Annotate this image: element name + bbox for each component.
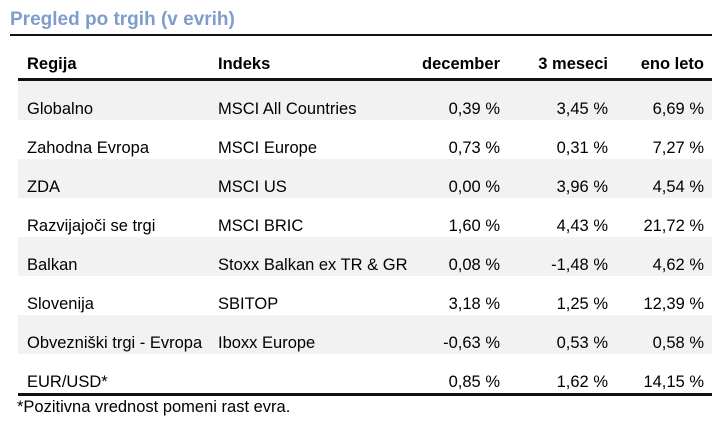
cell-december: -0,63 % (418, 315, 508, 354)
cell-index: SBITOP (218, 295, 279, 313)
cell-index: MSCI US (218, 159, 418, 198)
cell-three-months: 0,31 % (556, 139, 608, 157)
market-table: Regija Indeks december 3 meseci eno leto… (18, 50, 712, 396)
cell-region: Razvijajoči se trgi (27, 217, 156, 235)
cell-three-months: 0,53 % (508, 315, 616, 354)
cell-december: 0,00 % (418, 159, 508, 198)
header-indeks: Indeks (218, 50, 418, 81)
cell-index: MSCI Europe (218, 139, 318, 157)
cell-three-months: -1,48 % (508, 237, 616, 276)
cell-one-year: 4,54 % (616, 159, 712, 198)
table-row: Globalno MSCI All Countries 0,39 % 3,45 % 6,… (18, 79, 712, 120)
cell-one-year: 12,39 % (643, 295, 704, 313)
cell-region: Obvezniški trgi - Evropa (18, 315, 218, 354)
cell-december: 0,08 % (418, 237, 508, 276)
header-eno-leto: eno leto (616, 50, 712, 81)
cell-three-months: 1,62 % (556, 373, 608, 391)
cell-region: ZDA (18, 159, 218, 198)
cell-three-months: 3,45 % (508, 79, 616, 120)
cell-region: Slovenija (27, 295, 94, 313)
footnote: *Pozitivna vrednost pomeni rast evra. (17, 398, 291, 416)
cell-index (218, 354, 418, 395)
table-row: Obvezniški trgi - Evropa Iboxx Europe -0,6… (18, 315, 712, 354)
cell-december: 0,85 % (448, 373, 500, 391)
table-row: Zahodna Evropa MSCI Europe 0,73 % 0,31 % 7,2… (18, 120, 712, 159)
cell-three-months: 4,43 % (556, 217, 608, 235)
cell-index: Iboxx Europe (218, 315, 418, 354)
table-row: EUR/USD* 0,85 % 1,62 % 14,15 % (18, 354, 712, 395)
cell-december: 0,73 % (448, 139, 500, 157)
cell-index: MSCI BRIC (218, 217, 304, 235)
table-row: Slovenija SBITOP 3,18 % 1,25 % 12,39 % (18, 276, 712, 315)
cell-region: EUR/USD* (27, 373, 108, 391)
cell-three-months: 1,25 % (556, 295, 608, 313)
cell-december: 1,60 % (448, 217, 500, 235)
cell-one-year: 0,58 % (616, 315, 712, 354)
cell-region: Zahodna Evropa (27, 139, 150, 157)
table-row: ZDA MSCI US 0,00 % 3,96 % 4,54 % (18, 159, 712, 198)
table-header: Regija Indeks december 3 meseci eno leto (18, 50, 712, 81)
cell-one-year: 4,62 % (616, 237, 712, 276)
header-regija: Regija (18, 50, 218, 81)
cell-december: 0,39 % (418, 79, 508, 120)
cell-one-year: 7,27 % (652, 139, 704, 157)
cell-three-months: 3,96 % (508, 159, 616, 198)
cell-index: Stoxx Balkan ex TR & GR (218, 237, 418, 276)
page-title: Pregled po trgih (v evrih) (10, 8, 712, 36)
cell-one-year: 21,72 % (643, 217, 704, 235)
cell-december: 3,18 % (448, 295, 500, 313)
page-content: Pregled po trgih (v evrih) Regija Indeks… (10, 8, 712, 417)
cell-region: Balkan (18, 237, 218, 276)
table-row: Razvijajoči se trgi MSCI BRIC 1,60 % 4,43 %… (18, 198, 712, 237)
cell-region: Globalno (18, 79, 218, 120)
table-row: Balkan Stoxx Balkan ex TR & GR 0,08 % -1,48… (18, 237, 712, 276)
cell-one-year: 14,15 % (643, 373, 704, 391)
header-3-meseci: 3 meseci (508, 50, 616, 81)
cell-one-year: 6,69 % (616, 79, 712, 120)
header-december: december (418, 50, 508, 81)
cell-index: MSCI All Countries (218, 79, 418, 120)
